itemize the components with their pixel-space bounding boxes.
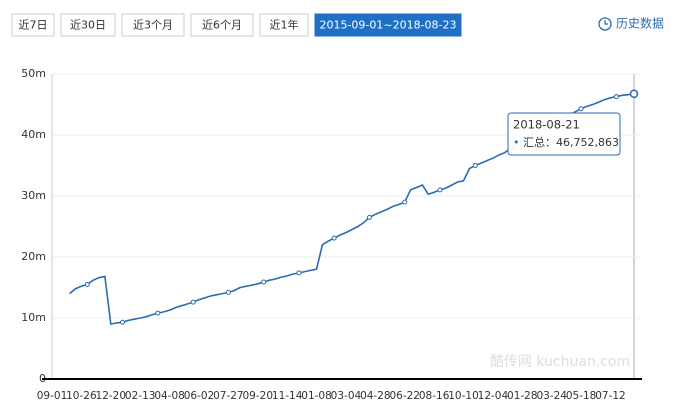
y-tick-label: 40m — [21, 128, 46, 141]
history[interactable]: 历史数据 — [598, 16, 664, 31]
tab[interactable]: 近30日 — [60, 13, 116, 37]
point — [331, 235, 337, 241]
tab-label: 近1年 — [270, 18, 299, 32]
point — [402, 199, 408, 205]
tooltip-value: 46,752,863 — [556, 136, 619, 149]
tooltip-colon: ： — [545, 136, 556, 149]
x-tick-label: 06-22 — [389, 390, 420, 402]
watermark: 酷传网 kuchuan.com — [490, 354, 630, 370]
tooltip-bullet: • — [513, 136, 523, 149]
x-tick-label: 01-08 — [301, 390, 332, 402]
point — [225, 289, 231, 295]
y-tick-label: 20m — [21, 250, 46, 263]
x-tick-label: 07-12 — [595, 390, 626, 402]
tab-box — [314, 13, 462, 37]
point — [120, 319, 126, 325]
tab-label: 近7日 — [19, 19, 48, 32]
y-tick-label: 50m — [21, 67, 46, 80]
y-tick-label: 10m — [21, 311, 46, 324]
x-tick-label: 12-20 — [96, 390, 127, 402]
x-tick-label: 01-28 — [507, 390, 538, 402]
tab[interactable]: 近6个月 — [190, 13, 254, 37]
tab-box — [190, 13, 254, 37]
tab[interactable]: 近1年 — [259, 13, 309, 37]
history-link: 历史数据 — [616, 16, 664, 31]
tooltip-row: • 汇总：46,752,863 — [513, 135, 619, 149]
x-tick-label: 09-01 — [37, 390, 68, 402]
x-tick-label: 04-28 — [360, 390, 391, 402]
tab-box — [11, 13, 55, 37]
x-tick-label: 05-18 — [566, 390, 597, 402]
x-tick-label: 12-04 — [478, 390, 509, 402]
point — [613, 94, 619, 100]
x-tick-label: 10-26 — [66, 390, 97, 402]
tab-label: 近6个月 — [202, 19, 242, 32]
point — [472, 163, 478, 168]
x-tick-label: 07-27 — [213, 390, 244, 402]
point — [578, 106, 584, 112]
tab-label: 近30日 — [70, 19, 106, 32]
point — [190, 299, 196, 305]
tab-box — [259, 13, 309, 37]
x-tick-label: 09-20 — [242, 390, 273, 402]
x-tick-label: 02-13 — [125, 390, 156, 402]
tab-box — [60, 13, 116, 37]
point — [366, 214, 372, 220]
tab[interactable]: 近3个月 — [121, 13, 185, 37]
history-icon — [598, 17, 612, 31]
y-tick-label: 30m — [21, 189, 46, 202]
tab-label: 近3个月 — [133, 19, 173, 32]
x-tick-label: 08-16 — [419, 390, 450, 402]
tooltip-box — [507, 112, 621, 156]
tab[interactable]: 2015-09-01~2018-08-23 — [314, 13, 462, 37]
point — [84, 281, 90, 287]
tab-box — [121, 13, 185, 37]
tab[interactable]: 近7日 — [11, 13, 55, 37]
tooltip-date: 2018-08-21 — [513, 118, 580, 132]
point — [296, 270, 302, 276]
x-tick-label: 03-24 — [536, 390, 567, 402]
x-tick-label: 06-02 — [184, 390, 215, 402]
x-tick-label: 10-10 — [448, 390, 479, 402]
x-tick-label: 03-04 — [331, 390, 362, 402]
point — [437, 187, 443, 193]
tooltip-series: 汇总 — [523, 135, 545, 149]
tooltip: 2018-08-21 • 汇总：46,752,863 — [507, 112, 621, 156]
point — [261, 279, 267, 285]
hover-point — [629, 89, 639, 99]
x-tick-label: 11-14 — [272, 390, 303, 402]
point — [155, 310, 161, 316]
tab-label: 2015-09-01~2018-08-23 — [319, 19, 456, 32]
history-icon-hand — [604, 20, 608, 25]
x-tick-label: 04-08 — [154, 390, 185, 402]
